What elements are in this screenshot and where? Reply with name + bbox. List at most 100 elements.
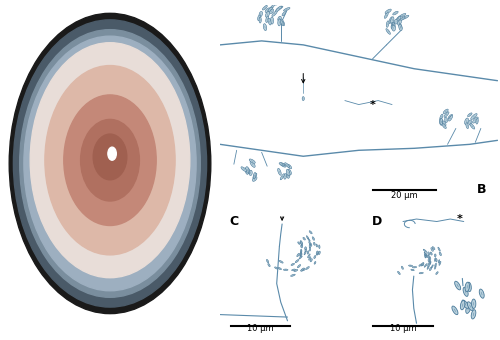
Ellipse shape [428,263,430,266]
Ellipse shape [308,238,310,241]
Ellipse shape [305,249,306,252]
Ellipse shape [278,268,281,270]
Ellipse shape [432,265,433,268]
Ellipse shape [270,9,274,14]
Ellipse shape [470,123,475,129]
Ellipse shape [434,265,436,269]
Ellipse shape [258,15,261,21]
Text: *: * [457,214,462,224]
Ellipse shape [399,23,402,30]
Ellipse shape [316,252,318,255]
Text: D: D [372,215,382,228]
Ellipse shape [424,249,426,252]
Ellipse shape [299,256,302,259]
Ellipse shape [274,267,278,269]
Ellipse shape [292,269,296,271]
Ellipse shape [24,36,196,291]
Ellipse shape [389,17,392,23]
Ellipse shape [386,29,390,34]
Ellipse shape [284,163,290,167]
Ellipse shape [286,169,290,176]
Ellipse shape [460,301,465,310]
Ellipse shape [291,264,294,266]
Ellipse shape [80,119,140,201]
Ellipse shape [466,304,470,313]
Ellipse shape [442,124,446,129]
Ellipse shape [426,254,428,258]
Ellipse shape [454,281,460,290]
Ellipse shape [443,121,446,126]
Ellipse shape [438,260,440,263]
Ellipse shape [254,172,256,178]
Ellipse shape [463,287,468,296]
Ellipse shape [440,114,443,120]
Ellipse shape [93,134,127,180]
Ellipse shape [266,12,270,17]
Ellipse shape [465,282,469,291]
Ellipse shape [424,252,426,256]
Ellipse shape [436,259,437,262]
Ellipse shape [265,8,270,13]
Ellipse shape [440,118,443,125]
Ellipse shape [276,6,282,12]
Ellipse shape [280,21,284,25]
Ellipse shape [309,231,312,234]
Ellipse shape [394,19,398,24]
Ellipse shape [308,254,310,258]
Ellipse shape [440,119,442,125]
Ellipse shape [398,20,402,25]
Ellipse shape [266,16,268,22]
Ellipse shape [294,270,298,272]
Ellipse shape [428,252,430,255]
Ellipse shape [246,167,249,173]
Ellipse shape [396,16,401,22]
Ellipse shape [266,0,270,5]
Ellipse shape [436,272,438,274]
Ellipse shape [422,262,424,266]
Ellipse shape [462,300,468,308]
Text: 10 μm: 10 μm [390,324,416,333]
Ellipse shape [419,272,424,274]
Ellipse shape [288,169,292,175]
Ellipse shape [282,12,286,16]
Ellipse shape [241,167,247,172]
Ellipse shape [9,13,211,313]
Ellipse shape [386,21,389,27]
Ellipse shape [300,241,302,244]
Ellipse shape [480,289,484,298]
Ellipse shape [316,251,318,255]
Ellipse shape [472,299,476,308]
Ellipse shape [399,24,402,31]
Ellipse shape [426,253,427,256]
Ellipse shape [309,244,310,248]
Ellipse shape [464,118,468,124]
Ellipse shape [444,117,448,122]
Ellipse shape [300,253,302,256]
Ellipse shape [297,253,300,257]
Ellipse shape [308,257,311,260]
Ellipse shape [20,30,201,297]
Ellipse shape [259,17,262,23]
Ellipse shape [298,242,300,244]
Ellipse shape [284,7,290,11]
Ellipse shape [402,15,409,19]
Text: 20 μm: 20 μm [391,191,418,200]
Ellipse shape [276,6,283,10]
Ellipse shape [428,255,430,258]
Ellipse shape [392,11,398,15]
Ellipse shape [432,246,435,250]
Ellipse shape [280,163,286,167]
Text: A: A [18,23,27,36]
Ellipse shape [468,120,472,125]
Ellipse shape [427,266,429,269]
Ellipse shape [301,269,306,271]
Ellipse shape [318,251,320,255]
Ellipse shape [249,159,256,163]
Ellipse shape [268,7,272,12]
Ellipse shape [448,116,452,121]
Ellipse shape [64,95,156,225]
Ellipse shape [278,16,281,21]
Ellipse shape [280,174,284,180]
Ellipse shape [396,16,400,20]
Ellipse shape [268,264,270,267]
